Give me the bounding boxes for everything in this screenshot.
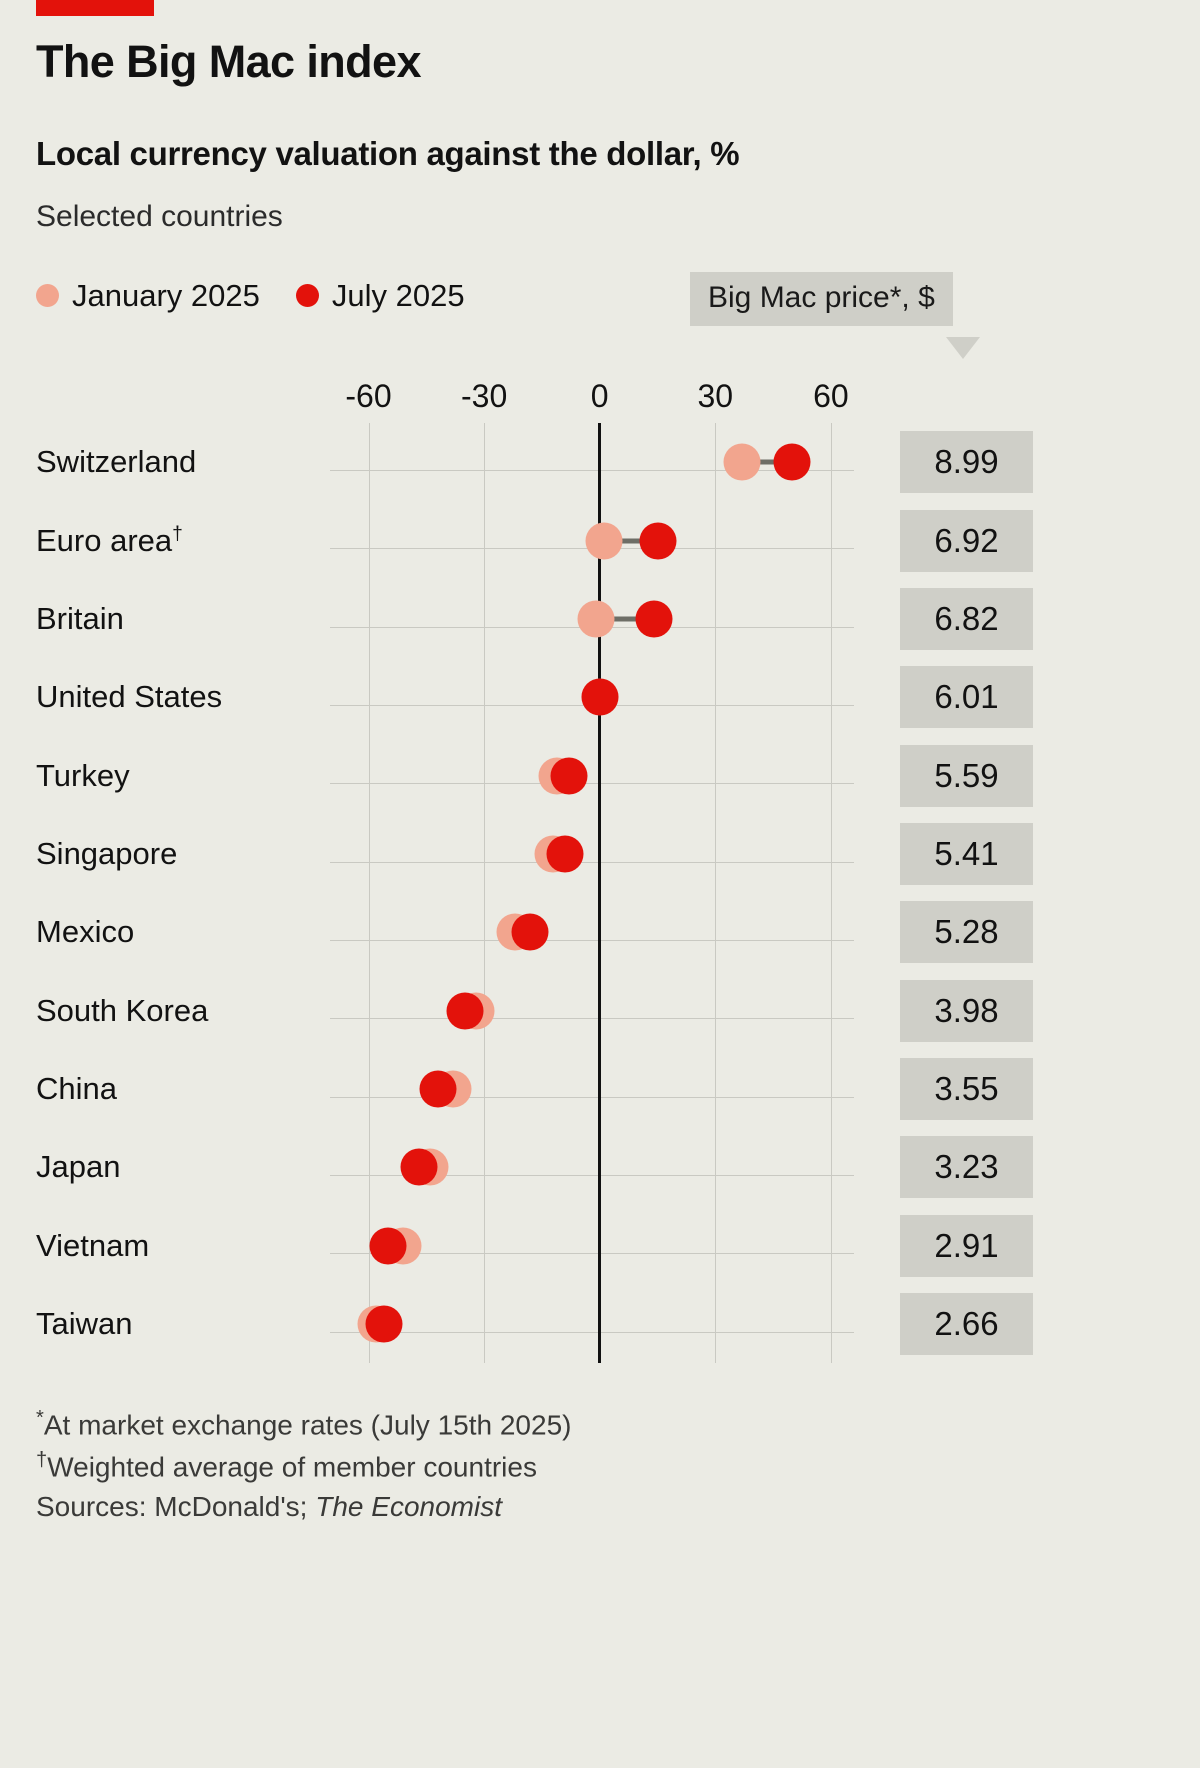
price-value-taiwan: 2.66 [900, 1292, 1033, 1355]
category-label-turkey: Turkey [36, 757, 130, 793]
x-tick-neg30: -30 [460, 378, 508, 414]
footnote-2-marker: † [36, 1448, 48, 1471]
data-point-july[interactable] [419, 1070, 457, 1108]
sources-publication: The Economist [315, 1491, 502, 1523]
data-point-july[interactable] [400, 1148, 438, 1186]
horizontal-gridline [330, 783, 854, 785]
category-label-vietnam: Vietnam [36, 1227, 150, 1263]
legend-dot-july-icon [295, 284, 319, 307]
price-value-vietnam: 2.91 [900, 1214, 1033, 1277]
footnote-1-marker: * [36, 1407, 44, 1429]
price-value-euro-area: 6.92 [900, 509, 1033, 572]
vertical-gridline [368, 423, 370, 1363]
x-tick-0: 0 [590, 378, 609, 414]
legend-dot-january-icon [36, 284, 59, 307]
x-tick-60: 60 [813, 378, 849, 414]
page-title: The Big Mac index [36, 36, 421, 87]
price-value-japan: 3.23 [900, 1136, 1033, 1199]
category-label-taiwan: Taiwan [36, 1305, 133, 1341]
price-value-britain: 6.82 [900, 587, 1033, 650]
value-connector [742, 459, 793, 465]
legend-label-july: July 2025 [331, 278, 465, 313]
x-axis-tick-labels: -60 -30 0 30 60 [0, 378, 1060, 418]
chart-legend: January 2025 July 2025 [36, 280, 465, 311]
x-tick-neg60: -60 [345, 378, 392, 414]
horizontal-gridline [330, 1253, 854, 1255]
data-point-july[interactable] [365, 1305, 403, 1343]
horizontal-gridline [330, 940, 854, 941]
big-mac-price-callout: Big Mac price*, $ [690, 272, 953, 326]
horizontal-gridline [330, 1175, 854, 1176]
data-point-july[interactable] [773, 443, 811, 481]
value-connector [603, 538, 658, 543]
zero-reference-line [598, 423, 602, 1363]
data-point-july[interactable] [546, 835, 584, 873]
legend-item-january: January 2025 [36, 280, 260, 311]
data-point-january[interactable] [585, 522, 623, 559]
data-point-july[interactable] [639, 522, 676, 559]
footnote-2-text: Weighted average of member countries [47, 1450, 537, 1482]
vertical-gridline [830, 423, 832, 1363]
value-connector [595, 616, 654, 622]
category-label-mexico: Mexico [36, 914, 135, 950]
footnote-2: †Weighted average of member countries [36, 1446, 571, 1488]
legend-label-january: January 2025 [72, 278, 260, 313]
price-value-mexico: 5.28 [900, 901, 1033, 964]
price-value-united-states: 6.01 [900, 666, 1033, 729]
economist-red-tab [36, 0, 154, 16]
x-tick-30: 30 [697, 378, 734, 414]
chart-plot-area [330, 423, 854, 1363]
data-point-july[interactable] [511, 913, 549, 951]
price-value-singapore: 5.41 [900, 822, 1033, 885]
horizontal-gridline [330, 1018, 854, 1020]
footnote-sources: Sources: McDonald's; The Economist [36, 1487, 571, 1527]
data-point-july[interactable] [635, 600, 673, 638]
category-label-singapore: Singapore [36, 835, 178, 871]
price-value-china: 3.55 [900, 1057, 1033, 1120]
chart-sheet: The Big Mac index Local currency valuati… [0, 0, 1060, 1528]
footnote-1-text: At market exchange rates (July 15th 2025… [43, 1409, 572, 1441]
footnote-marker: † [172, 523, 183, 545]
data-point-january[interactable] [577, 600, 615, 638]
chart-subtitle: Local currency valuation against the dol… [36, 135, 740, 172]
data-point-july[interactable] [369, 1227, 407, 1264]
price-value-switzerland: 8.99 [900, 431, 1033, 494]
category-label-switzerland: Switzerland [36, 444, 197, 480]
data-point-july[interactable] [446, 992, 484, 1029]
category-label-south-korea: South Korea [36, 992, 209, 1028]
data-point-july[interactable] [550, 757, 588, 794]
horizontal-gridline [330, 1331, 854, 1333]
footnote-1: *At market exchange rates (July 15th 202… [36, 1404, 571, 1446]
category-label-united-states: United States [36, 679, 223, 715]
horizontal-gridline [330, 1096, 854, 1098]
category-label-china: China [36, 1070, 117, 1106]
vertical-gridline [484, 423, 486, 1363]
legend-item-july: July 2025 [295, 278, 465, 313]
data-point-january[interactable] [723, 443, 761, 481]
category-label-japan: Japan [36, 1149, 121, 1185]
callout-arrow-icon [946, 337, 980, 359]
category-label-euro-area: Euro area† [36, 522, 183, 558]
sources-prefix: Sources: McDonald's; [36, 1491, 316, 1523]
price-value-turkey: 5.59 [900, 744, 1033, 807]
horizontal-gridline [330, 470, 854, 471]
vertical-gridline [715, 423, 717, 1363]
price-value-south-korea: 3.98 [900, 979, 1033, 1042]
chart-footnotes: *At market exchange rates (July 15th 202… [36, 1404, 571, 1528]
horizontal-gridline [330, 861, 854, 863]
data-point-july[interactable] [581, 678, 619, 716]
category-label-britain: Britain [36, 600, 124, 636]
chart-sub-subtitle: Selected countries [36, 200, 283, 233]
